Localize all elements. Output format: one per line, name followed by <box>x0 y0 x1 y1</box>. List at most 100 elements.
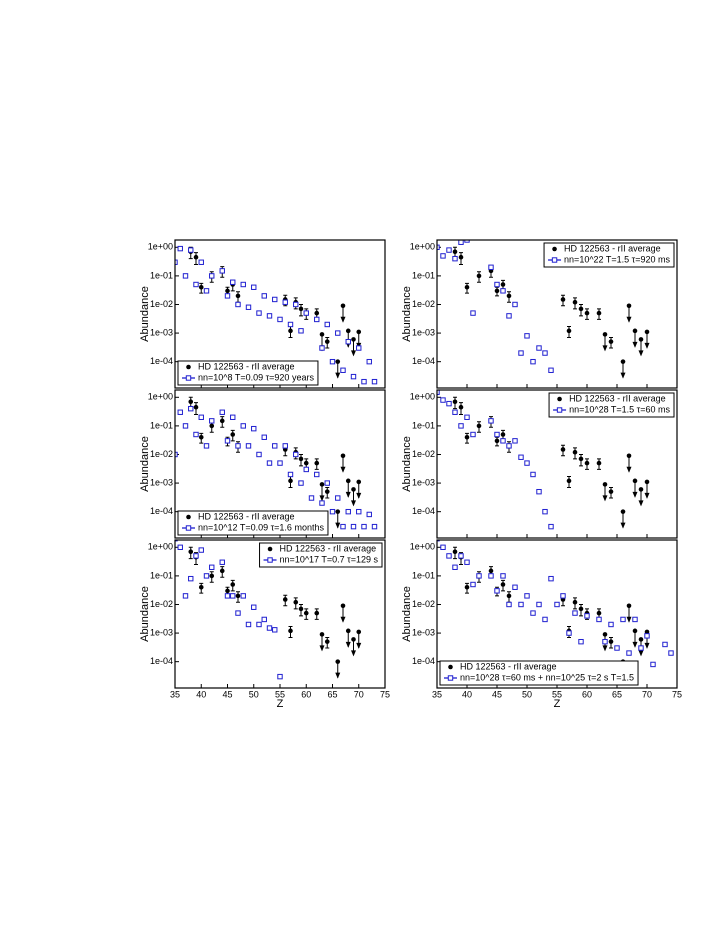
legend-marker <box>267 557 273 563</box>
model-marker <box>209 564 215 570</box>
model-marker <box>512 301 518 308</box>
y-tick-label: 1e-02 <box>150 299 173 309</box>
model-marker <box>560 593 566 599</box>
model-marker <box>209 273 215 279</box>
model-marker <box>314 471 320 478</box>
model-marker <box>329 358 336 365</box>
model-marker <box>193 281 199 288</box>
observed-point <box>506 593 512 599</box>
observed-point <box>225 288 230 294</box>
observed-point <box>566 478 572 484</box>
y-tick-label: 1e-01 <box>150 420 173 430</box>
observed-point <box>324 639 330 644</box>
model-marker <box>282 443 288 449</box>
observed-point <box>288 628 293 634</box>
panel-frame <box>174 389 386 539</box>
model-marker <box>524 333 530 339</box>
model-marker <box>620 616 626 623</box>
model-marker <box>446 400 452 407</box>
model-marker <box>329 508 336 515</box>
model-marker <box>542 616 548 623</box>
model-marker <box>483 652 487 656</box>
arrow-head <box>632 341 638 348</box>
y-tick-label: 1e-03 <box>412 627 435 637</box>
observed-point <box>452 399 458 405</box>
observed-point <box>644 629 650 635</box>
model-marker <box>314 316 320 323</box>
arrow-head <box>638 500 644 507</box>
y-tick-label: 1e+00 <box>410 542 435 552</box>
model-marker <box>608 621 614 628</box>
observed-point <box>488 568 494 574</box>
arrow-head <box>345 641 351 648</box>
legend-label: nn=10^17 T=0.7 τ=129 s <box>280 554 379 564</box>
model-marker <box>277 316 283 323</box>
y-tick-label: 1e-02 <box>412 449 435 459</box>
model-marker <box>488 418 494 424</box>
model-marker <box>324 321 330 328</box>
model-marker <box>488 264 494 270</box>
model-marker <box>203 288 210 294</box>
observed-point <box>638 487 644 492</box>
observed-point <box>608 339 614 344</box>
observed-point <box>572 299 578 305</box>
observed-point <box>644 479 650 485</box>
model-marker <box>452 255 458 262</box>
observed-point <box>230 582 236 587</box>
model-marker <box>215 652 219 656</box>
model-marker <box>371 378 378 385</box>
arrow-head <box>340 466 346 473</box>
y-tick-label: 1e-04 <box>412 356 435 366</box>
model-marker <box>555 502 559 506</box>
model-marker <box>477 652 481 656</box>
observed-point <box>345 328 351 334</box>
x-tick-label: 70 <box>642 689 652 699</box>
observed-point <box>345 478 351 484</box>
model-marker <box>298 328 304 334</box>
observed-point <box>458 404 464 410</box>
model-marker <box>506 601 512 608</box>
panel-frame <box>436 239 678 389</box>
model-marker <box>500 438 506 444</box>
observed-point <box>626 453 632 459</box>
observed-point <box>319 332 325 337</box>
x-tick-label: 45 <box>492 689 502 699</box>
model-marker <box>366 511 372 518</box>
arrow-head <box>644 342 650 349</box>
observed-point <box>335 509 341 514</box>
model-marker <box>224 438 231 444</box>
panel-frame <box>174 539 386 689</box>
model-marker <box>319 345 325 351</box>
legend-marker <box>551 257 558 263</box>
observed-point <box>452 549 458 555</box>
model-marker <box>261 434 267 440</box>
model-marker <box>188 247 194 253</box>
model-marker <box>464 559 470 565</box>
panel: 1e+00 1e-01 1e-02 1e-03 1e-04 Abundance HD 122… <box>139 389 386 656</box>
panel-frame <box>174 239 386 389</box>
observed-point <box>620 359 626 364</box>
y-tick-label: 1e-04 <box>150 656 173 666</box>
model-marker <box>524 593 530 599</box>
model-marker <box>506 443 512 449</box>
model-marker <box>500 288 506 294</box>
model-marker <box>536 488 542 495</box>
x-tick-label: 65 <box>327 689 337 699</box>
model-marker <box>500 573 506 579</box>
model-marker <box>224 593 231 599</box>
observed-point <box>494 288 500 294</box>
panel: 1e+00 1e-01 1e-02 1e-03 1e-04 Abundance HD 122… <box>139 239 386 389</box>
observed-point <box>638 337 644 342</box>
model-marker <box>245 621 252 628</box>
observed-point <box>578 306 584 312</box>
plot-area <box>175 396 378 656</box>
observed-point <box>620 509 626 514</box>
observed-point <box>626 603 632 609</box>
legend-label: nn=10^28 τ=60 ms + nn=10^25 τ=2 s T=1.5 <box>460 672 634 682</box>
model-marker <box>476 573 482 579</box>
arrow-head <box>319 495 325 502</box>
